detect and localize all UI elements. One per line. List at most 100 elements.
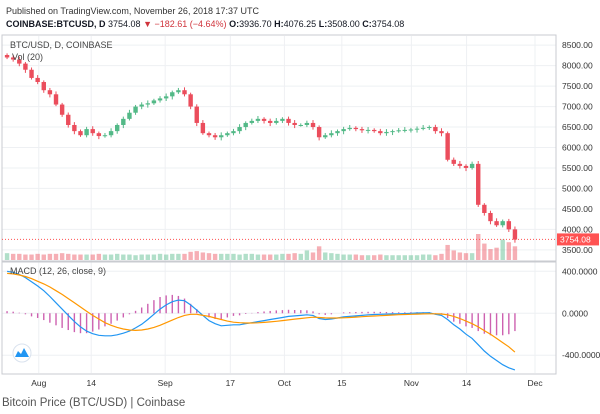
volume-bar xyxy=(310,252,316,260)
candle xyxy=(494,221,499,226)
volume-bar xyxy=(243,253,248,260)
last-price: 3754.08 xyxy=(108,19,141,29)
volume-bar xyxy=(41,254,46,260)
volume-bar xyxy=(420,254,426,260)
candle xyxy=(4,55,10,58)
candle xyxy=(102,135,108,137)
candle xyxy=(280,118,285,121)
volume-bar xyxy=(108,254,114,260)
price-axis-tick: 7500.00 xyxy=(562,81,593,91)
volume-bar xyxy=(476,234,481,260)
close-value: 3754.08 xyxy=(371,19,405,29)
candle xyxy=(359,129,365,131)
macd-axis-tick: 400.0000 xyxy=(562,266,598,276)
volume-bar xyxy=(267,254,273,260)
symbol-label: COINBASE:BTCUSD, D xyxy=(6,19,106,29)
candle xyxy=(41,82,46,91)
x-axis-tick: Dec xyxy=(527,378,543,388)
volume-bar xyxy=(371,255,377,260)
ohlc-header: COINBASE:BTCUSD, D 3754.08 ▼ −182.61 (−4… xyxy=(6,19,404,29)
candle xyxy=(341,129,346,132)
volume-bar xyxy=(53,253,59,260)
volume-bar xyxy=(347,254,352,260)
candle xyxy=(84,129,89,136)
volume-bar xyxy=(451,250,456,260)
volume-bar xyxy=(335,253,340,260)
price-axis-tick: 4500.00 xyxy=(562,204,593,214)
price-change: ▼ −182.61 (−4.64%) xyxy=(143,19,227,29)
candle xyxy=(243,122,248,128)
volume-bar xyxy=(378,254,383,260)
macd-axis-tick: 0.0000 xyxy=(562,308,588,318)
tradingview-cloud-icon xyxy=(12,343,32,363)
candle xyxy=(500,221,505,226)
candle xyxy=(316,127,322,138)
candle xyxy=(200,122,206,134)
price-chart[interactable]: 8500.00 8000.00 7500.00 7000.00 6500.00 6000.… xyxy=(0,0,600,395)
volume-bar xyxy=(84,254,89,260)
price-axis-tick: 8500.00 xyxy=(562,40,593,50)
volume-bar xyxy=(353,254,359,260)
volume-bar xyxy=(494,247,499,260)
volume-bar xyxy=(463,253,469,260)
candle xyxy=(157,98,163,101)
volume-bar xyxy=(255,254,261,260)
high-label: H: xyxy=(274,19,284,29)
candle xyxy=(78,131,83,136)
volume-bar xyxy=(139,254,144,260)
volume-bar xyxy=(200,252,206,260)
candle xyxy=(23,63,28,70)
volume-bar xyxy=(359,255,365,260)
x-axis-tick: 14 xyxy=(462,378,472,388)
candle xyxy=(237,127,242,132)
price-axis-tick: 5000.00 xyxy=(562,183,593,193)
candle xyxy=(261,118,267,121)
candle xyxy=(47,90,53,95)
volume-bar xyxy=(219,253,224,260)
x-axis-tick: Sep xyxy=(158,378,173,388)
candle xyxy=(512,229,518,240)
candle xyxy=(176,90,181,93)
volume-bar xyxy=(121,254,126,260)
volume-bar xyxy=(237,254,242,260)
volume-bar xyxy=(304,250,310,260)
macd-legend: MACD (12, 26, close, 9) xyxy=(10,266,106,276)
candle xyxy=(323,135,328,138)
volume-bar xyxy=(329,253,334,260)
volume-bar xyxy=(414,255,420,260)
price-legend: BTC/USD, D, COINBASE xyxy=(10,40,113,50)
x-axis-tick: Aug xyxy=(31,378,46,388)
volume-bar xyxy=(4,253,10,260)
candle xyxy=(151,100,157,104)
candle xyxy=(402,129,408,131)
candle xyxy=(127,112,132,119)
macd-line xyxy=(7,270,516,371)
volume-bar xyxy=(457,252,463,260)
volume-bar xyxy=(23,254,28,260)
candle xyxy=(451,159,456,164)
volume-bar xyxy=(78,254,83,260)
candle xyxy=(439,131,444,134)
price-axis-tick: 5500.00 xyxy=(562,163,593,173)
volume-bar xyxy=(323,252,328,260)
price-axis-tick: 4000.00 xyxy=(562,224,593,234)
close-label: C: xyxy=(362,19,372,29)
candle xyxy=(139,104,144,107)
candle xyxy=(506,221,512,230)
volume-bar xyxy=(445,244,450,260)
volume-bar xyxy=(390,255,395,260)
candle xyxy=(59,104,65,115)
volume-bar xyxy=(402,255,408,260)
candle xyxy=(384,131,389,134)
low-label: L: xyxy=(318,19,328,29)
candle xyxy=(476,163,481,205)
volume-bar xyxy=(127,254,132,260)
open-value: 3936.70 xyxy=(239,19,272,29)
candle xyxy=(298,124,303,126)
volume-bar xyxy=(170,253,175,260)
volume-bar xyxy=(72,254,77,260)
candle xyxy=(390,131,395,133)
candle xyxy=(371,129,377,132)
x-axis-tick: Nov xyxy=(404,378,420,388)
volume-bar xyxy=(427,254,432,260)
